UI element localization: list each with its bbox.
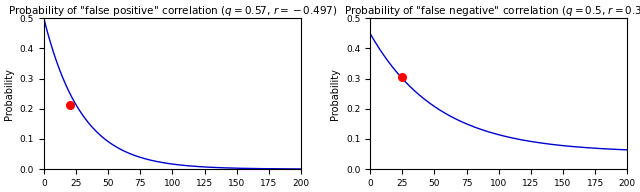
Title: Probability of "false negative" correlation ($q = 0.5$, $r = 0.37$): Probability of "false negative" correlat… (344, 4, 640, 18)
Title: Probability of "false positive" correlation ($q = 0.57$, $r = -0.497$): Probability of "false positive" correlat… (8, 4, 337, 18)
Y-axis label: Probability: Probability (4, 68, 14, 120)
Y-axis label: Probability: Probability (330, 68, 340, 120)
